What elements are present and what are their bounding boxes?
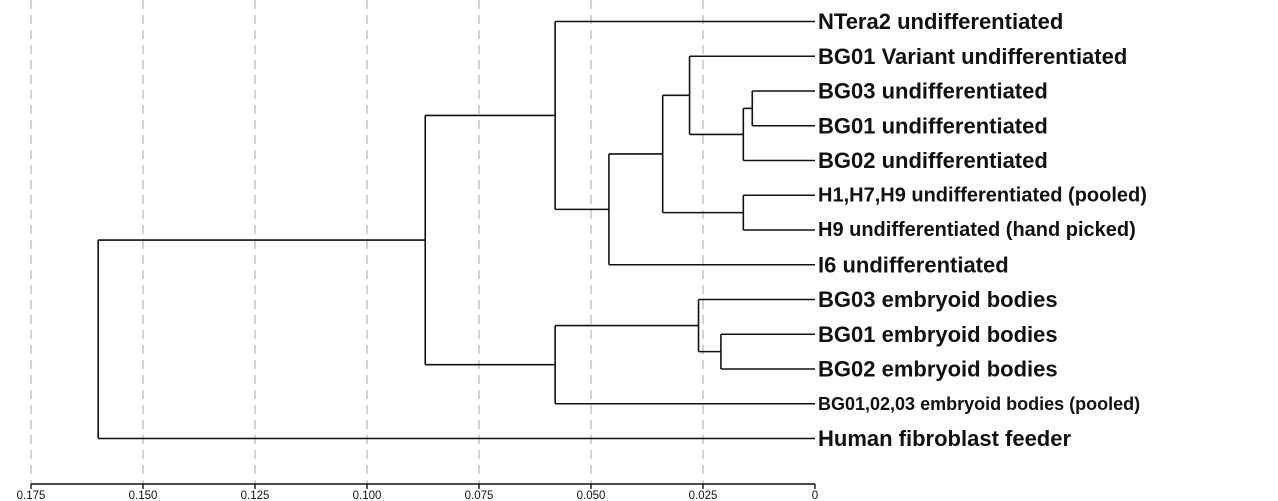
x-tick-label: 0.125 xyxy=(241,490,270,501)
leaf-label: BG01 embryoid bodies xyxy=(818,322,1058,347)
x-axis: 0.175 0.150 0.125 0.100 0.075 0.050 0.025 0 xyxy=(17,483,818,501)
leaf-label: BG02 embryoid bodies xyxy=(818,357,1058,382)
leaf-label: BG01 Variant undifferentiated xyxy=(818,44,1127,69)
x-tick-label: 0.050 xyxy=(577,490,606,501)
leaf-label: BG03 undifferentiated xyxy=(818,79,1048,104)
leaf-label: Human fibroblast feeder xyxy=(818,426,1071,451)
grid-lines xyxy=(30,0,704,484)
leaf-label: NTera2 undifferentiated xyxy=(818,9,1063,34)
leaf-label: BG02 undifferentiated xyxy=(818,148,1048,173)
x-tick-label: 0 xyxy=(812,490,818,501)
leaf-label: I6 undifferentiated xyxy=(818,252,1009,277)
dendrogram-branches xyxy=(97,20,815,440)
x-tick-label: 0.100 xyxy=(353,490,382,501)
leaf-label: H1,H7,H9 undifferentiated (pooled) xyxy=(818,184,1147,206)
leaf-label: BG01 undifferentiated xyxy=(818,113,1048,138)
leaf-label: BG01,02,03 embryoid bodies (pooled) xyxy=(818,394,1140,414)
leaf-label: H9 undifferentiated (hand picked) xyxy=(818,219,1136,241)
x-tick-label: 0.175 xyxy=(17,490,46,501)
leaf-labels: NTera2 undifferentiated BG01 Variant undi… xyxy=(818,9,1147,451)
x-tick-label: 0.075 xyxy=(465,490,494,501)
x-tick-label: 0.150 xyxy=(129,490,158,501)
x-tick-label: 0.025 xyxy=(689,490,718,501)
leaf-label: BG03 embryoid bodies xyxy=(818,287,1058,312)
